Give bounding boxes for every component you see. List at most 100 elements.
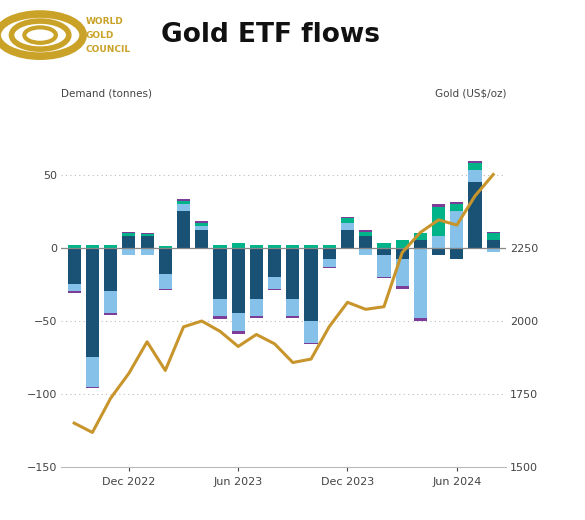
Bar — [86, 245, 99, 248]
Bar — [195, 226, 208, 230]
Bar — [487, 240, 500, 248]
Text: North America: North America — [35, 491, 132, 503]
Bar — [140, 236, 154, 248]
Bar — [140, 233, 154, 235]
Bar — [268, 248, 281, 277]
Bar — [268, 245, 281, 248]
Bar — [195, 230, 208, 248]
Bar — [432, 206, 445, 236]
Bar — [341, 218, 354, 223]
Bar — [469, 182, 481, 248]
Bar — [305, 245, 318, 248]
Bar — [177, 211, 190, 248]
Bar — [286, 316, 300, 318]
Bar — [359, 231, 372, 236]
Bar — [377, 255, 391, 277]
Bar — [232, 314, 245, 331]
Text: Europe: Europe — [195, 491, 241, 503]
Bar — [432, 248, 445, 255]
Bar — [86, 248, 99, 357]
Bar — [159, 274, 172, 289]
Bar — [395, 259, 409, 285]
Bar — [68, 284, 81, 292]
Bar — [250, 299, 263, 316]
Bar — [122, 236, 135, 248]
Bar — [432, 204, 445, 206]
Bar — [323, 245, 336, 248]
Bar — [359, 248, 372, 255]
Bar — [232, 248, 245, 314]
Bar — [232, 243, 245, 248]
Bar — [450, 204, 463, 211]
Bar — [487, 233, 500, 240]
Bar — [195, 223, 208, 226]
Bar — [487, 248, 500, 252]
Bar — [414, 240, 427, 248]
Bar — [159, 289, 172, 290]
Bar — [305, 321, 318, 343]
Bar — [140, 235, 154, 236]
Bar — [195, 222, 208, 223]
Text: Asia: Asia — [288, 491, 317, 503]
Text: Monthly: Monthly — [421, 29, 479, 42]
Text: Tonnes: Tonnes — [512, 29, 561, 42]
Bar — [377, 248, 391, 255]
Bar — [450, 202, 463, 204]
Bar — [323, 248, 336, 259]
Bar — [122, 248, 135, 255]
Bar — [359, 236, 372, 248]
Bar — [286, 248, 300, 299]
Bar — [341, 217, 354, 218]
Bar — [323, 267, 336, 268]
Bar — [286, 299, 300, 316]
Bar — [432, 236, 445, 248]
Bar — [214, 316, 226, 319]
Text: Gold (US$/oz): Gold (US$/oz) — [435, 88, 506, 99]
Text: COUNCIL: COUNCIL — [86, 45, 131, 54]
Bar — [214, 245, 226, 248]
Bar — [395, 248, 409, 259]
Bar — [104, 248, 117, 292]
Bar — [104, 292, 117, 314]
Bar — [250, 245, 263, 248]
Bar — [104, 245, 117, 248]
Bar — [268, 289, 281, 290]
Bar — [86, 386, 99, 388]
Bar — [341, 223, 354, 230]
Bar — [341, 230, 354, 248]
Bar — [250, 248, 263, 299]
Bar — [414, 318, 427, 321]
Bar — [68, 248, 81, 284]
Bar — [323, 259, 336, 267]
Bar — [414, 233, 427, 240]
Text: GOLD: GOLD — [86, 31, 115, 40]
Bar — [140, 248, 154, 255]
Bar — [86, 357, 99, 386]
Bar — [286, 245, 300, 248]
Bar — [214, 299, 226, 316]
Bar — [214, 248, 226, 299]
Bar — [305, 248, 318, 321]
Bar — [450, 248, 463, 259]
Text: Other: Other — [351, 491, 389, 503]
Bar — [177, 199, 190, 201]
Bar — [177, 204, 190, 211]
Bar — [395, 285, 409, 289]
Bar — [414, 248, 427, 318]
Bar — [159, 248, 172, 274]
Bar — [177, 201, 190, 204]
Bar — [268, 277, 281, 289]
Bar — [305, 343, 318, 344]
Bar — [469, 163, 481, 170]
Bar — [68, 245, 81, 248]
Bar — [122, 231, 135, 233]
Bar — [487, 231, 500, 233]
Bar — [450, 211, 463, 248]
Bar — [159, 246, 172, 248]
Bar — [359, 230, 372, 231]
Bar — [122, 233, 135, 236]
Bar — [68, 292, 81, 293]
Bar — [232, 331, 245, 334]
Text: Demand (tonnes): Demand (tonnes) — [61, 88, 153, 99]
Text: WORLD: WORLD — [86, 17, 124, 25]
